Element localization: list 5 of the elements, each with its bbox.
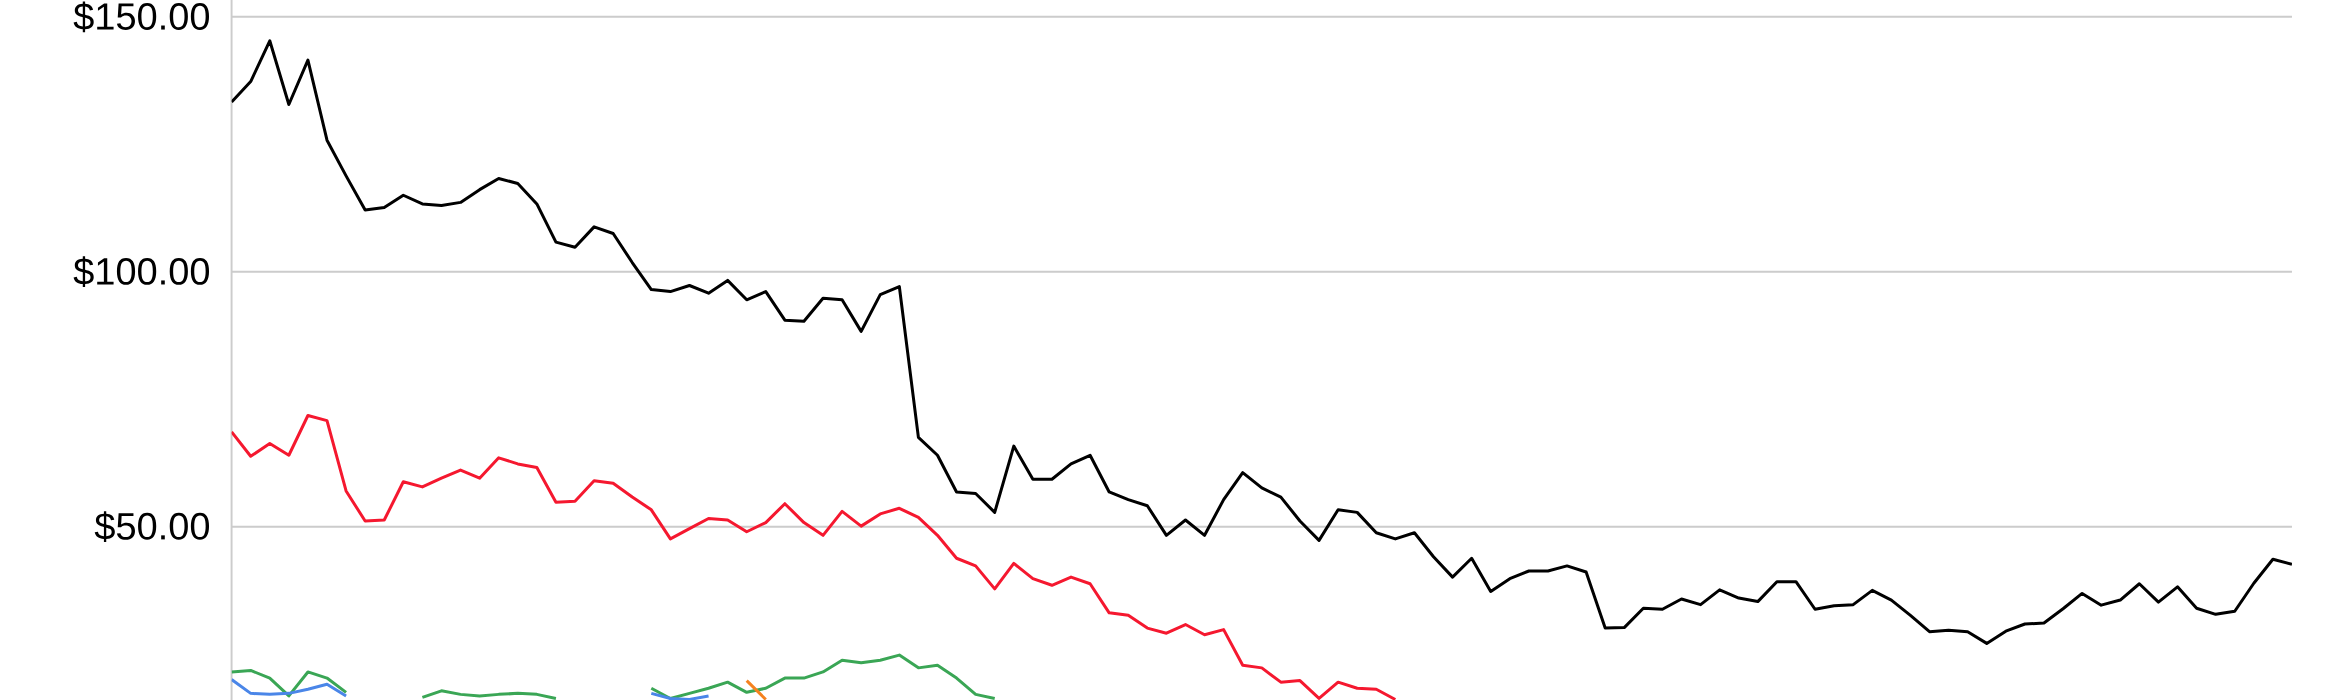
y-tick-label: $100.00 xyxy=(73,256,210,288)
y-tick-label: $150.00 xyxy=(73,1,210,33)
line-series xyxy=(231,39,2292,645)
y-tick-label: $50.00 xyxy=(94,511,210,543)
line-series xyxy=(231,414,1397,700)
